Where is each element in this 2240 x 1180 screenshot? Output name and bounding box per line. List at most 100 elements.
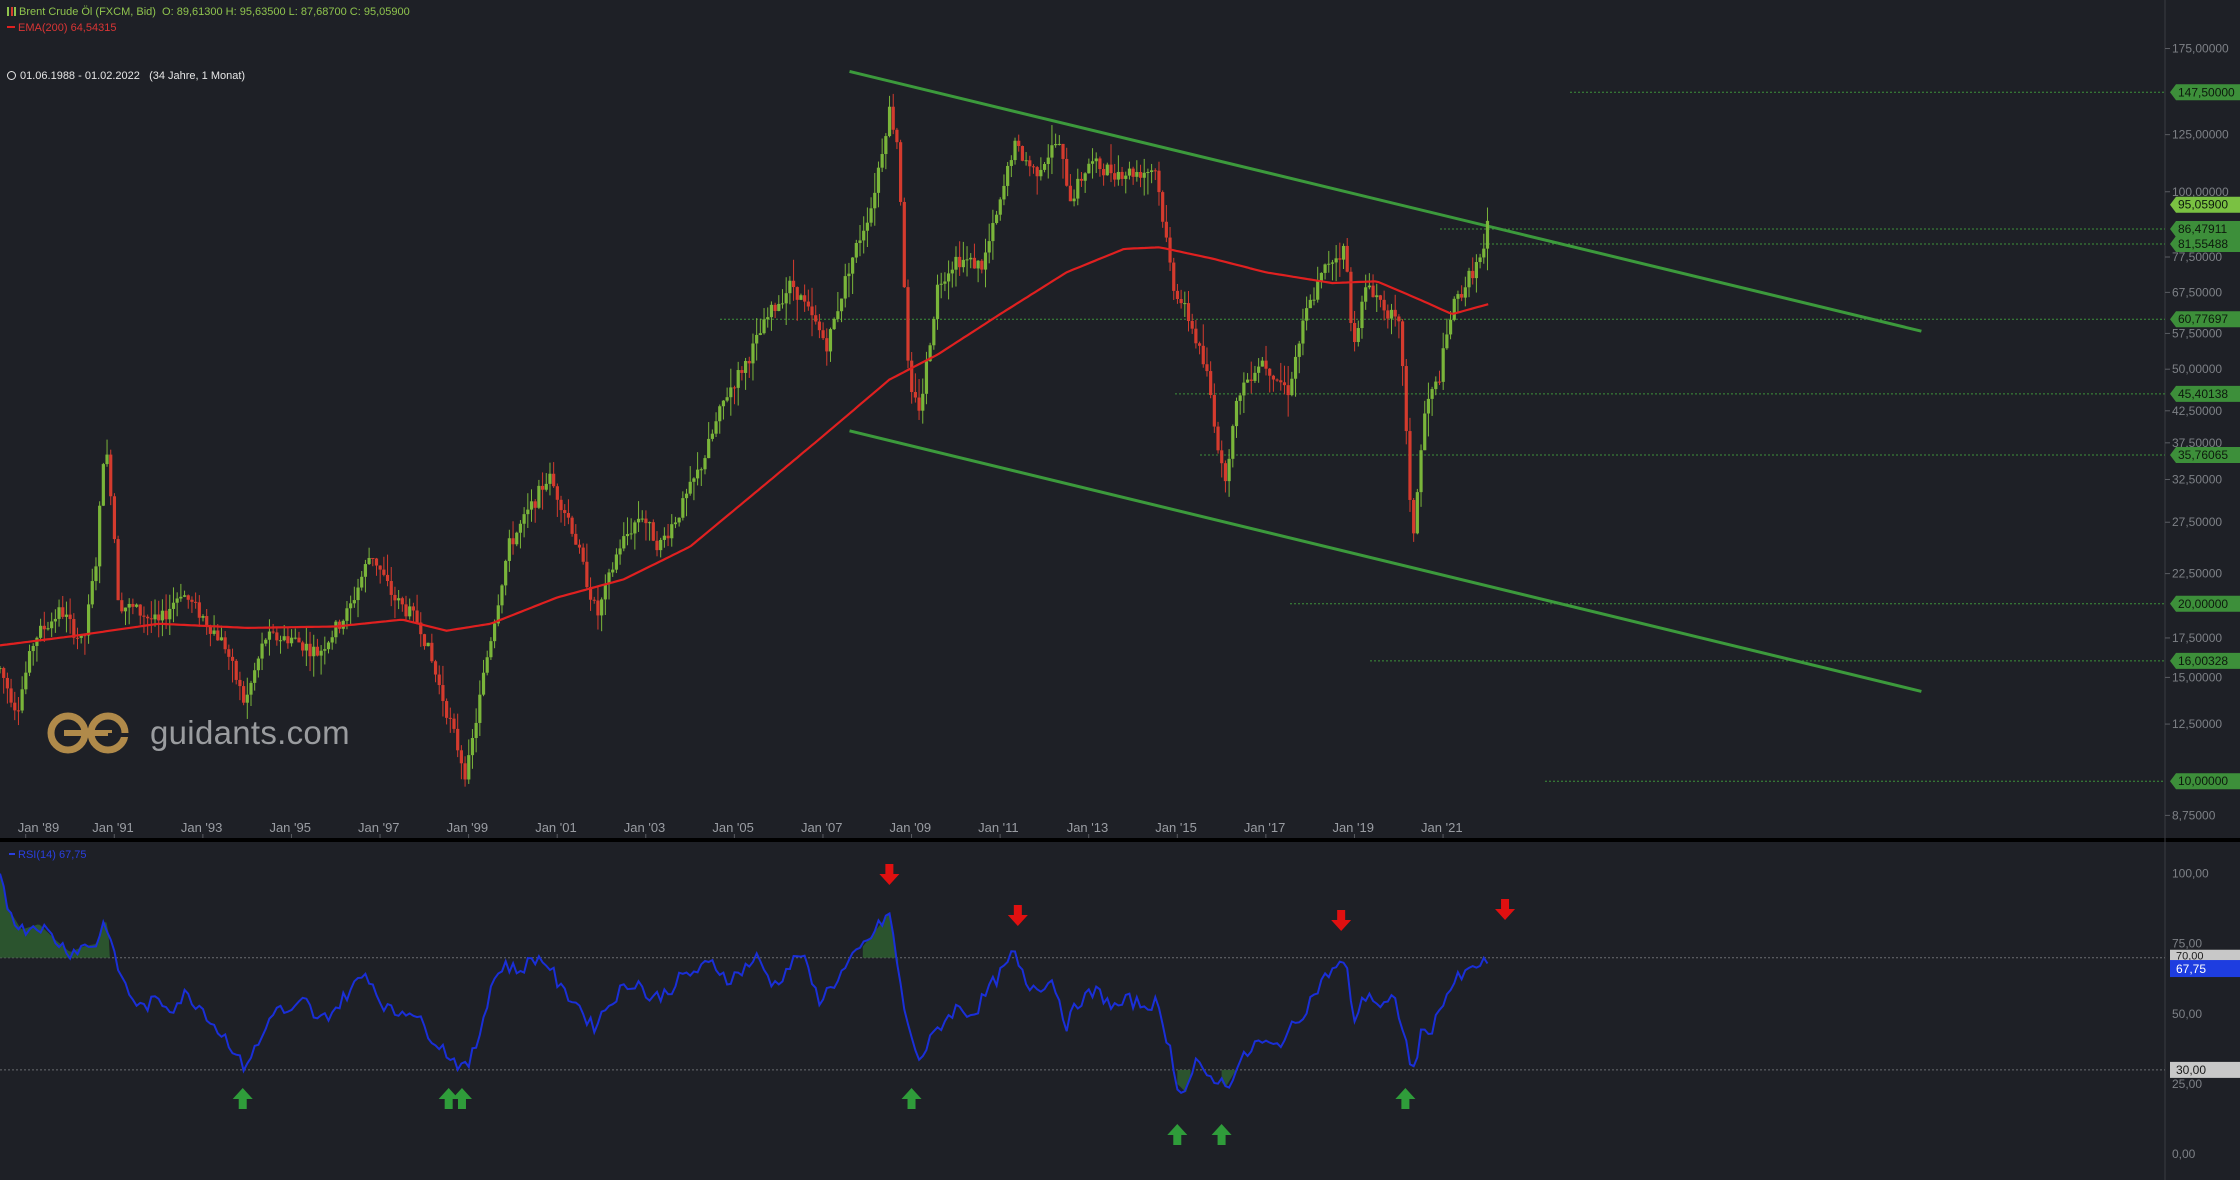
clock-icon (7, 71, 16, 80)
candle-body (2, 668, 6, 678)
candle-body (1087, 163, 1091, 174)
candle-body (1120, 171, 1124, 179)
candle-body (112, 496, 117, 540)
candle-body (511, 538, 515, 545)
candle-body (142, 615, 146, 617)
candle-body (282, 636, 286, 641)
candle-body (1463, 287, 1467, 298)
candle-body (729, 387, 733, 398)
candle-body (504, 560, 508, 586)
candle-body (415, 610, 419, 623)
candle-body (666, 535, 670, 539)
arrow-up-icon (901, 1088, 922, 1109)
candle-body (795, 287, 799, 300)
candle-body (271, 631, 275, 633)
candle-body (633, 522, 637, 534)
candle-body (1142, 172, 1146, 178)
candle-body (1408, 431, 1412, 500)
candle-body (544, 483, 548, 490)
price-axis-label: 50,00000 (2172, 362, 2222, 376)
candle-body (1068, 185, 1072, 202)
candle-body (1419, 450, 1423, 493)
candle-body (924, 361, 929, 394)
candle-body (367, 557, 371, 565)
arrow-up-icon (451, 1088, 472, 1109)
candle-body (946, 273, 951, 282)
candle-body (769, 304, 774, 318)
candle-body (980, 260, 984, 270)
time-axis-label: Jan '19 (1332, 820, 1374, 835)
candle-body (987, 241, 991, 253)
candle-body (1031, 166, 1036, 168)
candle-body (1109, 164, 1113, 174)
candle-body (1437, 381, 1442, 383)
candle-body (1316, 281, 1320, 300)
price-axis-label: 67,50000 (2172, 285, 2222, 299)
candle-body (1175, 290, 1180, 299)
candle-body (1013, 140, 1017, 161)
candle-body (1367, 285, 1371, 288)
candle-body (1076, 178, 1080, 199)
rsi-axis-label: 75,00 (2172, 937, 2202, 951)
candle-body (411, 606, 415, 611)
candle-body (577, 544, 582, 548)
candle-body (1161, 192, 1165, 222)
candle-body (463, 763, 467, 780)
candle-body (1286, 385, 1290, 396)
candle-body (1050, 145, 1054, 158)
candle-body (832, 318, 836, 330)
level-badge: 35,76065 (2170, 446, 2240, 463)
current-price-badge-shape (2170, 196, 2240, 213)
time-axis-label: Jan '89 (18, 820, 60, 835)
candle-body (31, 645, 35, 652)
candle-body (289, 637, 294, 644)
level-badge-shape (2170, 220, 2240, 237)
rsi-legend: RSI(14) 67,75 (9, 849, 86, 861)
candle-body (485, 657, 489, 673)
candle-body (725, 397, 729, 401)
price-axis-label: 42,50000 (2172, 404, 2222, 418)
price-axis-label: 125,00000 (2172, 128, 2229, 142)
candle-body (1094, 158, 1098, 162)
candle-body (899, 142, 903, 202)
candle-body (854, 242, 858, 258)
ohlc-values: O: 89,61300 H: 95,63500 L: 87,68700 C: 9… (162, 6, 410, 18)
candle-body (105, 454, 109, 465)
arrow-up-icon (1167, 1124, 1188, 1145)
candle-body (1127, 168, 1132, 176)
candle-body (1105, 164, 1109, 176)
candle-body (552, 473, 556, 487)
candle-body (902, 201, 906, 288)
candle-body (1020, 146, 1025, 161)
candles (0, 93, 1490, 787)
candle-body (983, 252, 988, 270)
level-badge: 16,00328 (2170, 652, 2240, 669)
candle-body (777, 303, 781, 311)
current-price-badge-label: 95,05900 (2178, 198, 2228, 212)
price-axis-label: 32,50000 (2172, 472, 2222, 486)
candle-body (600, 599, 604, 616)
candle-body (622, 536, 626, 549)
level-badge-shape (2170, 235, 2240, 252)
candle-body (880, 154, 884, 168)
candle-body (1257, 366, 1261, 373)
candle-body (928, 345, 932, 362)
candle-body (1334, 258, 1338, 263)
level-badge-label: 16,00328 (2178, 654, 2228, 668)
time-axis-label: Jan '17 (1244, 820, 1286, 835)
candle-body (212, 630, 216, 634)
candle-body (843, 276, 847, 299)
candle-body (61, 607, 65, 617)
candle-body (397, 598, 401, 601)
candle-body (249, 682, 253, 695)
candle-body (1194, 328, 1198, 344)
ema-legend: EMA(200) 64,54315 (7, 22, 116, 34)
candle-body (806, 301, 810, 307)
candle-body (1415, 492, 1419, 534)
candle-body (175, 598, 179, 603)
candle-body (131, 603, 135, 607)
time-axis-label: Jan '91 (92, 820, 134, 835)
candle-body (736, 370, 740, 388)
time-axis-label: Jan '99 (447, 820, 489, 835)
